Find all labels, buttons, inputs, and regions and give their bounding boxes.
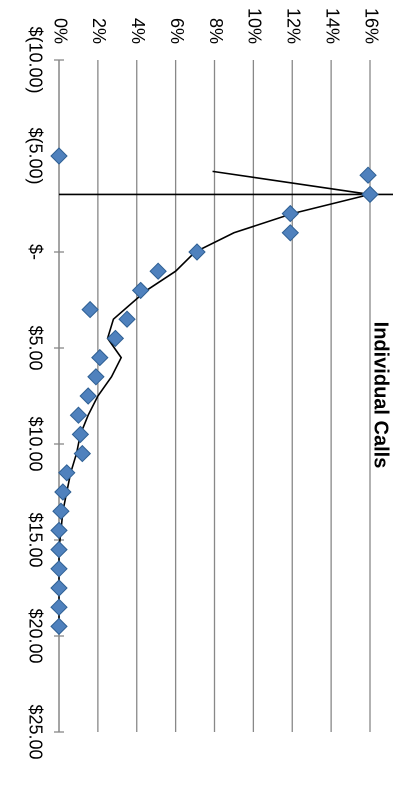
chart-title: Individual Calls (370, 322, 392, 469)
data-point (87, 368, 105, 386)
value-tick-label: 10% (245, 8, 265, 44)
data-point (281, 204, 300, 223)
data-point (50, 147, 68, 165)
value-tick-label: 6% (167, 18, 187, 44)
value-tick-label: 2% (89, 18, 109, 44)
category-tick-labels: $(10.00) $(5.00) $- $5.00 $10.00 $15.00 $20.00… (25, 26, 45, 759)
data-point (73, 444, 92, 463)
data-point (69, 406, 88, 424)
data-point (188, 243, 206, 261)
data-point (50, 598, 68, 616)
category-tick-label: $- (25, 244, 45, 260)
scatter-series (50, 147, 379, 636)
data-point (50, 579, 68, 597)
category-tick-label: $5.00 (25, 325, 45, 370)
data-point (118, 310, 136, 328)
category-tick-label: $15.00 (25, 512, 45, 567)
value-tick-label: 0% (50, 18, 70, 44)
category-tick-label: $20.00 (25, 608, 45, 663)
data-point (81, 300, 99, 319)
data-point (91, 348, 109, 367)
data-point (58, 464, 76, 482)
category-tick-label: $(10.00) (25, 26, 45, 93)
data-point (131, 281, 150, 300)
data-point (106, 329, 125, 348)
category-tick-label: $10.00 (25, 416, 45, 471)
data-point (50, 560, 68, 578)
value-tick-label: 8% (206, 18, 226, 44)
value-tick-labels: 0% 2% 4% 6% 8% 10% 12% 14% 16% (50, 8, 381, 44)
data-point (50, 617, 68, 636)
value-tick-label: 4% (128, 18, 148, 44)
category-tick-label: $25.00 (25, 704, 45, 759)
data-point (50, 540, 68, 559)
category-tick-label: $(5.00) (25, 127, 45, 184)
value-tick-label: 14% (322, 8, 342, 44)
data-point (79, 387, 97, 405)
data-point (149, 262, 167, 280)
data-point (361, 185, 379, 204)
data-point (50, 521, 68, 540)
value-tick-label: 16% (361, 8, 381, 44)
data-point (281, 224, 300, 242)
data-point (52, 502, 70, 520)
data-point (71, 425, 90, 444)
data-point (54, 483, 72, 501)
data-point (359, 166, 377, 184)
value-tick-label: 12% (284, 8, 304, 44)
